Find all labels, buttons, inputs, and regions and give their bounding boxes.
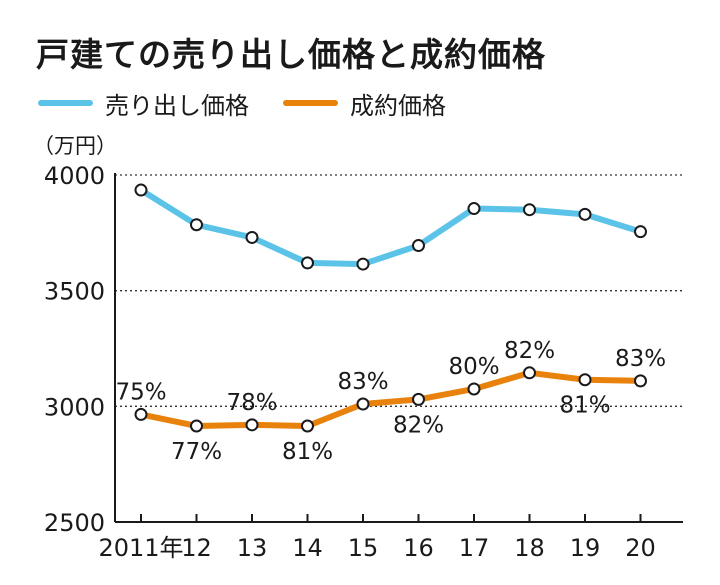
series-0-point-5	[412, 239, 425, 253]
series-0-point-2	[245, 230, 259, 244]
x-tick-label-8: 19	[570, 534, 601, 562]
series-1-point-5	[412, 392, 425, 406]
series-1-point-9	[634, 374, 647, 388]
x-tick-label-5: 16	[403, 534, 434, 562]
x-tick-label-4: 15	[348, 534, 379, 562]
series-line-1	[138, 369, 644, 429]
y-tick-label-2500: 2500	[44, 509, 105, 537]
data-label-5: 82%	[393, 412, 444, 438]
chart-title: 戸建ての売り出し価格と成約価格	[36, 35, 546, 74]
legend-label-contract-price: 成約価格	[350, 91, 446, 120]
series-0-point-7	[523, 203, 536, 217]
x-tick-label-0: 2011年	[98, 534, 183, 562]
data-label-1: 77%	[171, 439, 222, 465]
series-1-point-7	[523, 366, 536, 380]
legend-swatch-contract-price	[283, 100, 338, 106]
y-tick-label-3000: 3000	[44, 393, 105, 421]
data-label-4: 83%	[337, 369, 388, 395]
x-tick-label-2: 13	[237, 534, 268, 562]
x-tick-label-1: 12	[181, 534, 212, 562]
series-1-point-0	[134, 407, 148, 421]
legend-item-contract-price: 成約価格	[283, 86, 446, 121]
series-1-point-1	[190, 419, 203, 433]
x-tick-label-9: 20	[625, 534, 656, 562]
legend-swatch-listing-price	[38, 100, 93, 106]
series-0-point-9	[634, 225, 647, 239]
data-label-6: 80%	[448, 354, 499, 380]
series-0-point-6	[467, 202, 481, 216]
series-0-point-1	[190, 218, 203, 232]
x-tick-label-3: 14	[292, 534, 323, 562]
series-line-0	[138, 187, 644, 268]
series-0-point-8	[578, 207, 592, 221]
legend-label-listing-price: 売り出し価格	[105, 91, 249, 120]
x-tick-label-7: 18	[514, 534, 545, 562]
series-0-point-3	[301, 256, 314, 270]
y-axis-unit-label: （万円）	[33, 134, 117, 158]
data-label-2: 78%	[226, 390, 277, 416]
data-label-9: 83%	[615, 346, 666, 372]
data-label-0: 75%	[115, 379, 166, 405]
data-label-7: 82%	[504, 338, 555, 364]
series-1-point-4	[356, 397, 370, 411]
series-1-point-6	[467, 382, 481, 396]
x-tick-label-6: 17	[459, 534, 490, 562]
series-0-point-4	[356, 257, 370, 271]
data-label-3: 81%	[282, 439, 333, 465]
y-tick-label-3500: 3500	[44, 278, 105, 306]
series-1-point-2	[245, 418, 259, 432]
legend: 売り出し価格 成約価格	[38, 85, 480, 121]
y-tick-label-4000: 4000	[44, 162, 105, 190]
series-1-point-3	[301, 419, 314, 433]
data-label-8: 81%	[559, 393, 610, 419]
series-0-point-0	[134, 183, 148, 197]
legend-item-listing-price: 売り出し価格	[38, 86, 249, 121]
series-1-point-8	[578, 373, 592, 387]
